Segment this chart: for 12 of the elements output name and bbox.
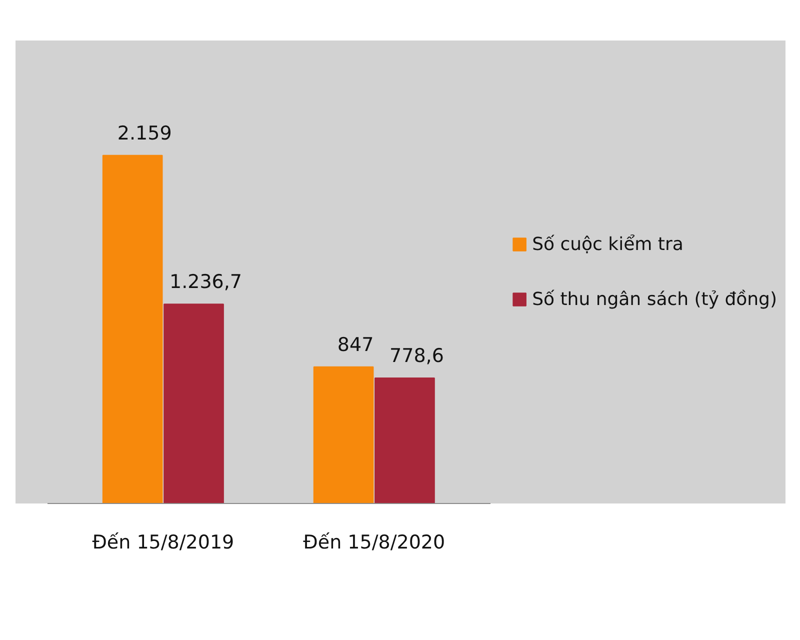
x-tick-label: Đến 15/8/2019 (92, 532, 234, 554)
legend-label: Số cuộc kiểm tra (532, 234, 684, 254)
bar (313, 366, 374, 504)
data-label: 778,6 (390, 344, 444, 367)
bar (374, 377, 435, 504)
bar (164, 304, 224, 504)
legend-label: Số thu ngân sách (tỷ đồng) (532, 288, 777, 310)
data-label: 847 (337, 334, 374, 356)
x-tick-label: Đến 15/8/2020 (303, 532, 446, 554)
data-label: 1.236,7 (170, 271, 242, 294)
bar (102, 154, 163, 504)
data-label: 2.159 (117, 122, 172, 144)
